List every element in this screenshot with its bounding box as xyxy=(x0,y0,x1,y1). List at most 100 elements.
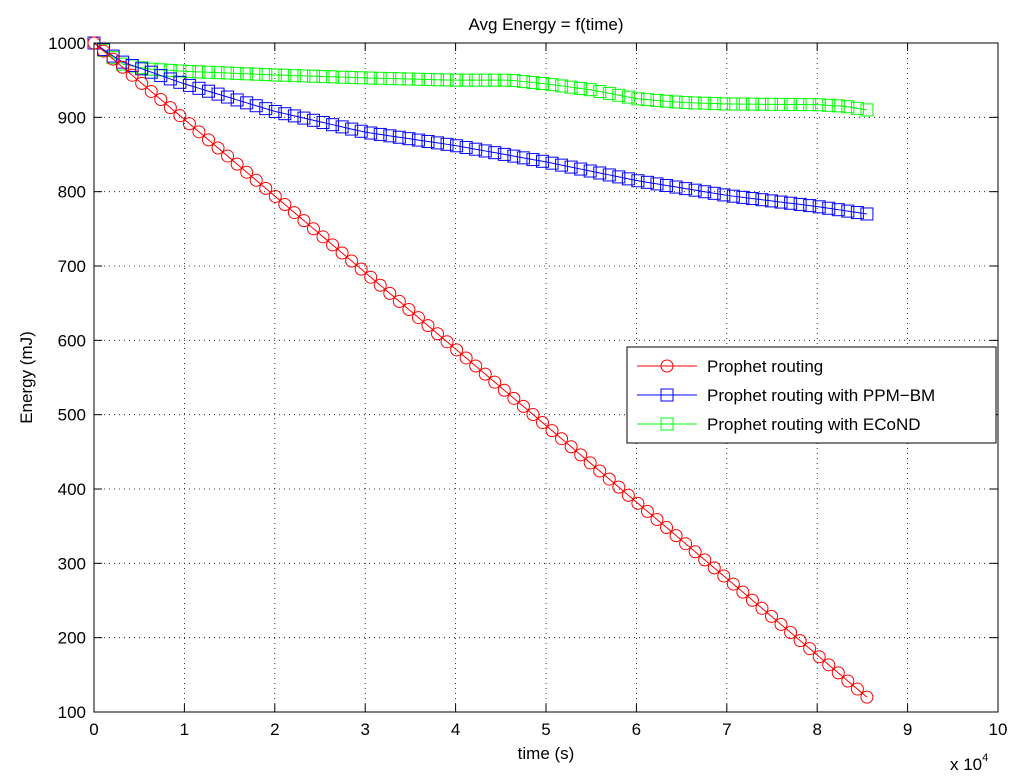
data-point xyxy=(784,196,798,210)
data-point xyxy=(660,178,674,192)
data-point xyxy=(545,424,559,438)
data-point xyxy=(803,199,817,213)
legend-item: Prophet routing with PPM−BM xyxy=(637,386,935,405)
data-point xyxy=(268,105,282,119)
data-point xyxy=(793,197,807,211)
data-point xyxy=(640,504,654,518)
data-point xyxy=(278,198,292,212)
data-point xyxy=(335,246,349,260)
data-point xyxy=(621,90,635,104)
data-point xyxy=(803,642,817,656)
data-point xyxy=(316,70,330,84)
legend-label: Prophet routing with PPM−BM xyxy=(707,386,935,405)
x-tick-label: 6 xyxy=(632,720,641,739)
data-point xyxy=(602,86,616,100)
data-point xyxy=(726,577,740,591)
data-point xyxy=(774,195,788,209)
data-point xyxy=(660,94,674,108)
data-point xyxy=(631,92,645,106)
data-point xyxy=(249,173,263,187)
data-point xyxy=(421,72,435,86)
data-point xyxy=(660,521,674,535)
data-point xyxy=(574,448,588,462)
x-tick-label: 4 xyxy=(451,720,460,739)
data-point xyxy=(364,71,378,85)
data-point xyxy=(306,113,320,127)
data-point xyxy=(583,456,597,470)
x-multiplier-base: x 10 xyxy=(950,755,982,774)
data-point xyxy=(364,270,378,284)
data-point xyxy=(583,83,597,97)
data-point xyxy=(784,97,798,111)
data-point xyxy=(249,67,263,81)
data-point xyxy=(421,134,435,148)
data-point xyxy=(755,601,769,615)
x-tick-label: 9 xyxy=(903,720,912,739)
data-point xyxy=(192,81,206,95)
data-point xyxy=(469,73,483,87)
data-point xyxy=(526,76,540,90)
legend-marker xyxy=(660,388,674,402)
data-point xyxy=(593,166,607,180)
series-line xyxy=(93,42,867,215)
y-tick-label: 900 xyxy=(58,108,86,127)
data-point xyxy=(583,164,597,178)
data-point xyxy=(698,96,712,110)
data-point xyxy=(669,95,683,109)
data-point xyxy=(182,64,196,78)
legend-item: Prophet routing xyxy=(637,357,823,376)
data-point xyxy=(230,93,244,107)
data-point xyxy=(192,65,206,79)
data-point xyxy=(545,78,559,92)
data-point xyxy=(182,117,196,131)
data-point xyxy=(650,93,664,107)
data-point xyxy=(373,127,387,141)
data-point xyxy=(535,77,549,91)
data-point xyxy=(745,192,759,206)
grid-layer xyxy=(94,43,998,712)
data-point xyxy=(297,69,311,83)
data-point xyxy=(383,286,397,300)
data-point xyxy=(392,72,406,86)
data-point xyxy=(268,189,282,203)
data-point xyxy=(211,141,225,155)
data-point xyxy=(507,391,521,405)
data-point xyxy=(726,97,740,111)
data-point xyxy=(287,206,301,220)
data-point xyxy=(411,311,425,325)
data-point xyxy=(173,75,187,89)
data-point xyxy=(736,585,750,599)
data-point xyxy=(440,73,454,87)
legend-items: Prophet routing Prophet routing with PPM−… xyxy=(637,357,935,434)
data-point xyxy=(688,183,702,197)
data-point xyxy=(745,593,759,607)
series-layer xyxy=(87,36,874,704)
data-point xyxy=(182,78,196,92)
data-point xyxy=(860,207,874,221)
series-1 xyxy=(87,36,874,221)
data-point xyxy=(402,132,416,146)
data-point xyxy=(822,658,836,672)
data-point xyxy=(612,170,626,184)
data-point xyxy=(717,188,731,202)
data-point xyxy=(402,72,416,86)
data-point xyxy=(421,319,435,333)
data-point xyxy=(326,70,340,84)
data-point xyxy=(173,109,187,123)
data-point xyxy=(669,180,683,194)
data-point xyxy=(431,327,445,341)
data-point xyxy=(345,122,359,136)
data-point xyxy=(287,69,301,83)
data-point xyxy=(755,193,769,207)
data-point xyxy=(144,84,158,98)
data-point xyxy=(316,230,330,244)
y-tick-label: 200 xyxy=(58,629,86,648)
y-tick-label: 700 xyxy=(58,257,86,276)
data-point xyxy=(364,126,378,140)
data-point xyxy=(326,238,340,252)
data-point xyxy=(526,407,540,421)
data-point xyxy=(125,68,139,82)
data-point xyxy=(211,87,225,101)
data-point xyxy=(221,149,235,163)
